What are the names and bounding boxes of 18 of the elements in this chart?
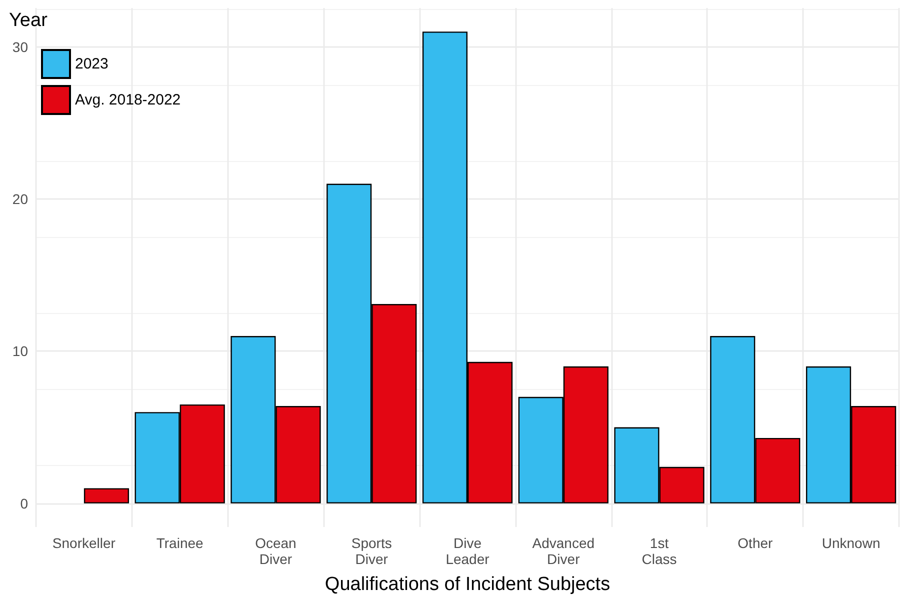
x-tick-label: Other (738, 535, 774, 551)
bar (84, 488, 130, 504)
x-tick-label: Unknown (822, 535, 880, 551)
x-tick-label: Trainee (156, 535, 204, 551)
y-tick-label: 0 (20, 495, 28, 512)
legend-label: Avg. 2018-2022 (75, 92, 181, 108)
x-tick-label: Snorkeller (52, 535, 116, 551)
x-tick-label: Advanced Diver (532, 535, 595, 567)
legend-title: Year (9, 10, 48, 31)
y-tick-label: 30 (12, 38, 28, 55)
x-tick-label: Dive Leader (446, 535, 490, 567)
x-axis-title: Qualifications of Incident Subjects (324, 574, 610, 595)
legend-label: 2023 (75, 56, 108, 72)
x-tick-label: 1st Class (642, 535, 677, 567)
x-tick-label: Sports Diver (351, 535, 392, 567)
y-tick-label: 10 (12, 343, 28, 360)
x-tick-label: Ocean Diver (255, 535, 296, 567)
y-tick-label: 20 (12, 191, 28, 208)
